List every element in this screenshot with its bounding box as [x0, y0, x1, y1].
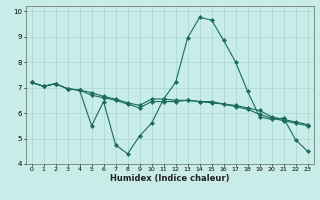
X-axis label: Humidex (Indice chaleur): Humidex (Indice chaleur) [110, 174, 229, 183]
